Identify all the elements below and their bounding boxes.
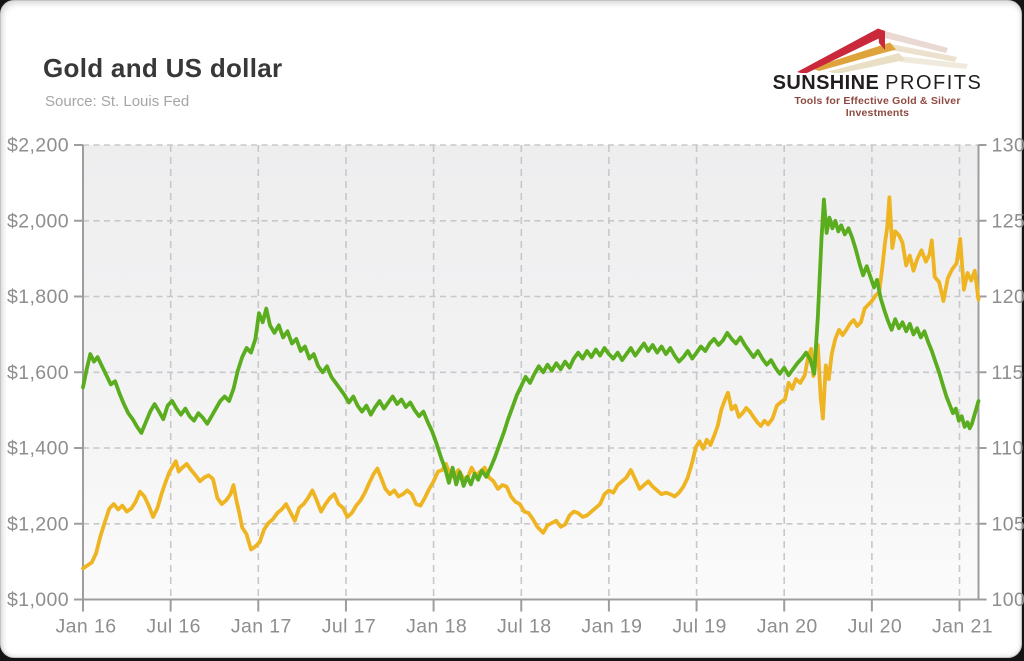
x-axis-label: Jul 18 — [497, 616, 551, 638]
sunshine-rays-icon — [770, 21, 985, 73]
logo-tagline: Tools for Effective Gold & Silver Invest… — [770, 95, 985, 119]
right-axis-label: 115 — [992, 362, 1024, 384]
x-axis-label: Jul 20 — [848, 616, 902, 638]
x-axis-label: Jul 16 — [146, 616, 200, 638]
right-axis-label: 100 — [992, 589, 1024, 611]
left-axis-label: $2,200 — [7, 135, 69, 157]
x-axis-label: Jul 19 — [672, 616, 726, 638]
x-axis-label: Jan 19 — [581, 616, 642, 638]
chart-title: Gold and US dollar — [43, 53, 282, 84]
logo-wordmark: SUNSHINE PROFITS — [770, 73, 985, 94]
x-axis-label: Jan 21 — [932, 616, 993, 638]
sunshine-profits-logo: SUNSHINE PROFITS Tools for Effective Gol… — [770, 21, 985, 119]
right-axis-label: 105 — [992, 513, 1024, 535]
right-axis-label: 110 — [992, 438, 1024, 460]
x-axis-label: Jan 18 — [406, 616, 467, 638]
x-axis-label: Jan 16 — [56, 616, 117, 638]
right-axis-label: 130 — [992, 135, 1024, 157]
logo-word-profits: PROFITS — [885, 72, 982, 94]
x-axis-label: Jan 20 — [757, 616, 818, 638]
left-axis-label: $1,200 — [7, 513, 69, 535]
left-axis-label: $1,600 — [7, 362, 69, 384]
x-axis-label: Jul 17 — [322, 616, 376, 638]
left-axis-label: $2,000 — [7, 210, 69, 232]
right-axis-label: 125 — [992, 210, 1024, 232]
chart-source: Source: St. Louis Fed — [45, 93, 189, 110]
logo-word-sunshine: SUNSHINE — [773, 72, 880, 94]
left-axis-label: $1,400 — [7, 438, 69, 460]
left-axis-label: $1,000 — [7, 589, 69, 611]
right-axis-label: 120 — [992, 286, 1024, 308]
left-axis-label: $1,800 — [7, 286, 69, 308]
x-axis-label: Jan 17 — [231, 616, 292, 638]
